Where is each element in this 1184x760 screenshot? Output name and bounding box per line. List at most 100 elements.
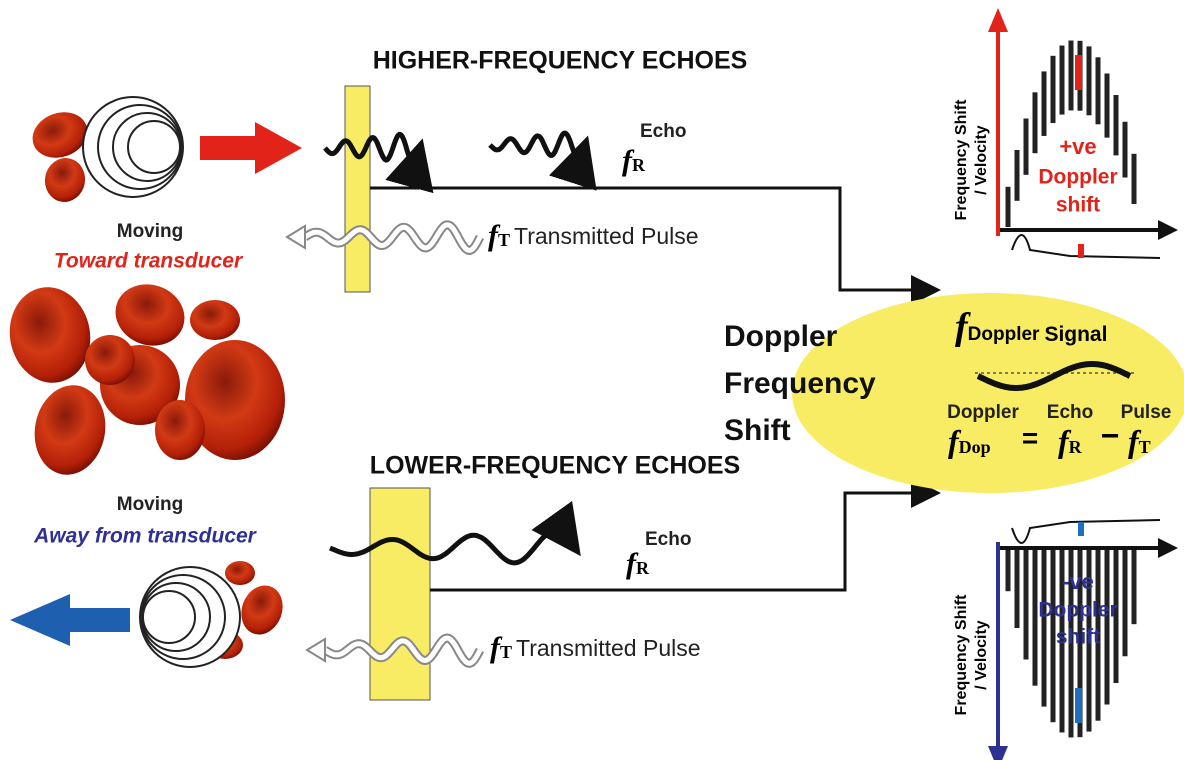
signal-curve (976, 361, 1132, 391)
subscript: R (636, 558, 650, 578)
top-pulse: fT Transmitted Pulse (488, 219, 699, 252)
red-cell (34, 385, 106, 475)
spectrum-bar (1005, 550, 1011, 592)
spectrum-bar (1077, 550, 1083, 738)
ring (142, 590, 196, 644)
spectrum-bar (1032, 550, 1038, 686)
red-cell (225, 561, 255, 585)
peak-bar (1075, 55, 1082, 90)
graphs (988, 8, 1178, 760)
spectrum-bar (1068, 40, 1074, 111)
red-cell (185, 340, 285, 460)
subscript: R (1069, 437, 1083, 457)
top-title: HIGHER-FREQUENCY ECHOES (373, 47, 748, 75)
echo-wave (323, 131, 434, 194)
spectrum-bar (1113, 94, 1119, 156)
graph-label: shift (1056, 194, 1100, 217)
spectrum-bar (1023, 118, 1029, 175)
red-cell (9, 287, 91, 383)
eq-term: fR (1058, 423, 1083, 459)
red-cell (190, 300, 240, 340)
pulse-head (285, 224, 306, 250)
spectrum-bar (1086, 46, 1092, 116)
spectrum-bar (1059, 550, 1065, 733)
spectrum-bar (1086, 550, 1092, 732)
eq-label: Pulse (1121, 402, 1172, 423)
label: Signal (1044, 323, 1107, 346)
symbol: f (955, 306, 971, 348)
spectrum-bar (1032, 92, 1038, 154)
spectrum-bar (1113, 550, 1119, 684)
red-cell (115, 284, 185, 346)
top-echo-label: Echo (640, 121, 686, 142)
x-axis-head (1158, 220, 1178, 240)
graph-axis-label: Frequency Shift (953, 594, 970, 716)
subscript: T (498, 230, 510, 250)
eq-label: Echo (1047, 402, 1093, 423)
center-title: Doppler (724, 320, 838, 353)
bottom-echo-label: Echo (645, 529, 691, 550)
symbol: f (490, 631, 503, 664)
pulse-wave (323, 635, 483, 666)
spectrum-bar (1122, 121, 1128, 178)
gate (344, 85, 371, 293)
away-arrow (10, 594, 130, 646)
pulse-head (305, 637, 326, 663)
spectrum-bar (1023, 550, 1029, 660)
spectrum-bar (1095, 57, 1101, 125)
spectrum-bar (1131, 153, 1137, 204)
y-axis-head (988, 746, 1008, 760)
eq-label: Doppler (947, 402, 1019, 423)
echo-wave (488, 130, 597, 191)
connector (370, 186, 941, 305)
label: Transmitted Pulse (514, 223, 699, 249)
bottom-title: LOWER-FREQUENCY ECHOES (370, 452, 740, 480)
top-direction: Toward transducer (54, 250, 244, 273)
peak-bar (1075, 688, 1082, 723)
echo-wave (328, 500, 581, 566)
eq-operator: − (1101, 417, 1120, 453)
eq-term: fDop (948, 423, 991, 459)
symbol: f (622, 144, 635, 177)
red-cell (32, 112, 88, 158)
spectrum-bar (1095, 550, 1101, 721)
spectrum-bar (1014, 550, 1020, 628)
bottom-pulse: fT Transmitted Pulse (490, 631, 701, 664)
spectrum-bar (1005, 186, 1011, 227)
spectrum-bar (1014, 150, 1020, 201)
spectrum-bar (1050, 55, 1056, 124)
symbol: f (948, 423, 962, 459)
trace (1011, 519, 1161, 544)
eq-operator: = (1022, 422, 1038, 453)
ring (127, 120, 181, 174)
signal-label: fDoppler Signal (955, 306, 1107, 348)
spectrum-bar (1104, 550, 1110, 705)
symbol: f (1128, 423, 1142, 459)
graph-label: shift (1056, 626, 1100, 649)
subscript: R (632, 155, 646, 175)
spectrum-bar (1041, 550, 1047, 707)
graph-label: Doppler (1038, 599, 1117, 622)
toward-arrow (200, 122, 302, 174)
subscript: Doppler (968, 324, 1040, 345)
red-cell (155, 400, 205, 460)
trace (1011, 234, 1161, 259)
pulse-wave (303, 222, 483, 253)
graph-axis-label: / Velocity (973, 125, 990, 194)
symbol: f (488, 219, 501, 252)
subscript: T (1139, 437, 1151, 457)
spectrum-bar (1122, 550, 1128, 657)
spectrum-bar (1131, 550, 1137, 625)
graph-axis-label: / Velocity (973, 620, 990, 689)
center-title: Shift (724, 414, 791, 447)
trace-mark (1078, 522, 1084, 536)
graph-label: Doppler (1038, 166, 1117, 189)
red-cell (241, 585, 283, 635)
connector (430, 478, 941, 592)
y-axis-head (988, 8, 1008, 32)
subscript: Dop (959, 437, 991, 457)
label: Transmitted Pulse (516, 635, 701, 661)
center-title: Frequency (724, 367, 876, 400)
bottom-moving: Moving (117, 494, 184, 515)
